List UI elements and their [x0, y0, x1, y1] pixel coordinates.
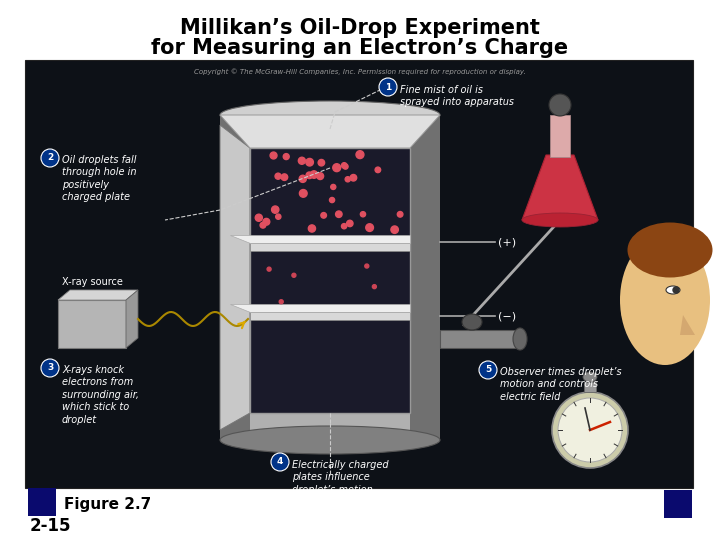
Text: (+): (+) — [498, 238, 516, 247]
Ellipse shape — [549, 94, 571, 116]
Text: 3: 3 — [47, 363, 53, 373]
Circle shape — [321, 213, 326, 218]
Ellipse shape — [628, 222, 713, 278]
Ellipse shape — [513, 328, 527, 350]
Ellipse shape — [220, 426, 440, 454]
Circle shape — [366, 224, 374, 232]
Polygon shape — [58, 290, 138, 300]
Text: Electrically charged
plates influence
droplet’s motion: Electrically charged plates influence dr… — [292, 460, 389, 495]
Text: Oil droplets fall
through hole in
positively
charged plate: Oil droplets fall through hole in positi… — [62, 155, 137, 202]
Circle shape — [283, 153, 289, 160]
Bar — [58, 300, 126, 348]
Circle shape — [552, 392, 628, 468]
Text: for Measuring an Electron’s Charge: for Measuring an Electron’s Charge — [151, 38, 569, 58]
Circle shape — [318, 159, 325, 166]
Circle shape — [343, 164, 348, 169]
Circle shape — [279, 300, 283, 303]
Circle shape — [306, 172, 312, 179]
Circle shape — [310, 171, 318, 178]
Text: 4: 4 — [276, 457, 283, 467]
Circle shape — [300, 175, 307, 183]
Circle shape — [345, 177, 351, 182]
Polygon shape — [410, 115, 440, 440]
Polygon shape — [230, 305, 410, 312]
Circle shape — [372, 285, 377, 289]
Circle shape — [330, 184, 336, 190]
Bar — [440, 330, 520, 348]
Ellipse shape — [621, 296, 639, 324]
Circle shape — [41, 359, 59, 377]
Circle shape — [346, 220, 353, 227]
Circle shape — [397, 212, 403, 217]
Text: Millikan’s Oil-Drop Experiment: Millikan’s Oil-Drop Experiment — [180, 18, 540, 38]
Text: 2-15: 2-15 — [30, 517, 71, 535]
Polygon shape — [220, 115, 440, 148]
Circle shape — [558, 398, 622, 462]
Circle shape — [375, 167, 381, 173]
Circle shape — [317, 173, 323, 179]
Circle shape — [306, 158, 313, 166]
Polygon shape — [522, 155, 598, 220]
Circle shape — [267, 267, 271, 271]
Circle shape — [333, 164, 341, 172]
Circle shape — [391, 226, 398, 233]
Circle shape — [379, 78, 397, 96]
Bar — [550, 115, 570, 157]
Circle shape — [270, 152, 277, 159]
Polygon shape — [230, 235, 410, 244]
Circle shape — [341, 163, 347, 168]
Circle shape — [350, 174, 356, 181]
Circle shape — [479, 361, 497, 379]
Circle shape — [260, 222, 266, 228]
Polygon shape — [220, 115, 250, 440]
Bar — [250, 148, 410, 413]
Polygon shape — [680, 315, 695, 335]
Circle shape — [275, 173, 281, 179]
Polygon shape — [220, 125, 250, 430]
Polygon shape — [126, 290, 138, 348]
Circle shape — [271, 453, 289, 471]
Text: Observer times droplet’s
motion and controls
electric field: Observer times droplet’s motion and cont… — [500, 367, 621, 402]
Ellipse shape — [462, 314, 482, 330]
Text: 1: 1 — [385, 83, 391, 91]
Circle shape — [361, 212, 366, 217]
Bar — [250, 312, 410, 320]
Circle shape — [271, 206, 279, 213]
Circle shape — [281, 174, 288, 180]
Circle shape — [308, 225, 315, 232]
Ellipse shape — [666, 286, 680, 294]
Text: X-ray source: X-ray source — [62, 277, 122, 287]
Text: X-rays knock
electrons from
surrounding air,
which stick to
droplet: X-rays knock electrons from surrounding … — [62, 365, 139, 424]
Circle shape — [365, 264, 369, 268]
Ellipse shape — [220, 101, 440, 129]
Text: Figure 2.7: Figure 2.7 — [64, 497, 151, 512]
Circle shape — [298, 157, 305, 164]
Circle shape — [673, 287, 679, 293]
Bar — [584, 382, 596, 392]
Circle shape — [292, 273, 296, 277]
Bar — [664, 490, 692, 518]
Bar — [250, 244, 410, 252]
Text: 2: 2 — [47, 153, 53, 163]
Circle shape — [330, 198, 335, 202]
Circle shape — [336, 211, 342, 218]
Ellipse shape — [583, 372, 597, 382]
Circle shape — [41, 149, 59, 167]
Bar — [28, 488, 56, 516]
Ellipse shape — [620, 235, 710, 365]
Circle shape — [300, 190, 307, 197]
Text: 5: 5 — [485, 366, 491, 375]
Circle shape — [356, 151, 364, 159]
Text: Copyright © The McGraw-Hill Companies, Inc. Permission required for reproduction: Copyright © The McGraw-Hill Companies, I… — [194, 68, 526, 75]
Circle shape — [255, 214, 262, 221]
Bar — [220, 115, 440, 440]
Text: (−): (−) — [498, 311, 516, 321]
Circle shape — [276, 214, 281, 219]
Bar — [25, 60, 693, 488]
Ellipse shape — [522, 213, 598, 227]
Text: Fine mist of oil is
sprayed into apparatus: Fine mist of oil is sprayed into apparat… — [400, 85, 514, 107]
Circle shape — [341, 224, 347, 229]
Circle shape — [263, 218, 270, 225]
